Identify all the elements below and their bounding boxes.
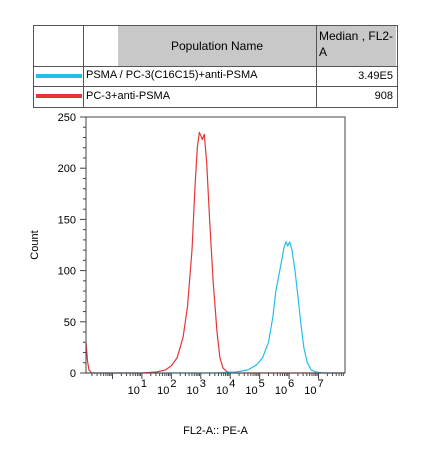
- legend-row-median: 3.49E5: [358, 70, 393, 82]
- y-tick-label: 50: [64, 317, 76, 329]
- x-tick-label: 10: [157, 385, 169, 397]
- series-line-pc3-control: [85, 131, 345, 374]
- series-line-psma: [86, 241, 345, 374]
- legend-row-median: 908: [374, 90, 393, 102]
- median-header-label: Median , FL2-A: [319, 29, 394, 59]
- x-axis-title: FL2-A:: PE-A: [183, 425, 248, 437]
- x-tick-label: 10: [187, 385, 199, 397]
- x-tick-label: 10: [304, 385, 316, 397]
- population-name-header-label: Population Name: [170, 39, 264, 53]
- y-tick-label: 150: [58, 214, 76, 226]
- x-tick-exponent: 3: [200, 378, 206, 390]
- y-axis-title: Count: [29, 230, 41, 259]
- x-tick-exponent: 5: [259, 378, 265, 390]
- x-tick-exponent: 6: [288, 378, 294, 390]
- legend-divider: [34, 66, 397, 67]
- y-tick-label: 200: [58, 163, 76, 175]
- legend-divider: [34, 86, 397, 87]
- legend-swatch-psma: [36, 74, 82, 78]
- legend-row-name: PSMA / PC-3(C16C15)+anti-PSMA: [86, 69, 258, 81]
- series-layer: [85, 131, 345, 374]
- population-name-header: Population Name: [118, 26, 316, 66]
- median-header: Median , FL2-A: [316, 26, 396, 66]
- legend-table: Population Name Median , FL2-A PSMA / PC…: [33, 25, 398, 108]
- x-tick-exponent: 1: [141, 378, 147, 390]
- plot-frame: [85, 116, 346, 374]
- x-tick-label: 10: [216, 385, 228, 397]
- legend-row-name: PC-3+anti-PSMA: [86, 90, 171, 102]
- legend-swatch-pc3: [36, 94, 82, 98]
- y-axis: 0 50 100 150 200 250: [58, 112, 86, 380]
- y-tick-label: 100: [58, 266, 76, 278]
- x-tick-label: 10: [128, 385, 140, 397]
- x-tick-label: 10: [245, 385, 257, 397]
- x-tick-label: 10: [275, 385, 287, 397]
- y-tick-label: 250: [58, 112, 76, 124]
- x-tick-exponent: 7: [318, 378, 324, 390]
- x-tick-exponent: 4: [229, 378, 235, 390]
- y-tick-label: 0: [70, 368, 76, 380]
- x-tick-exponent: 2: [170, 378, 176, 390]
